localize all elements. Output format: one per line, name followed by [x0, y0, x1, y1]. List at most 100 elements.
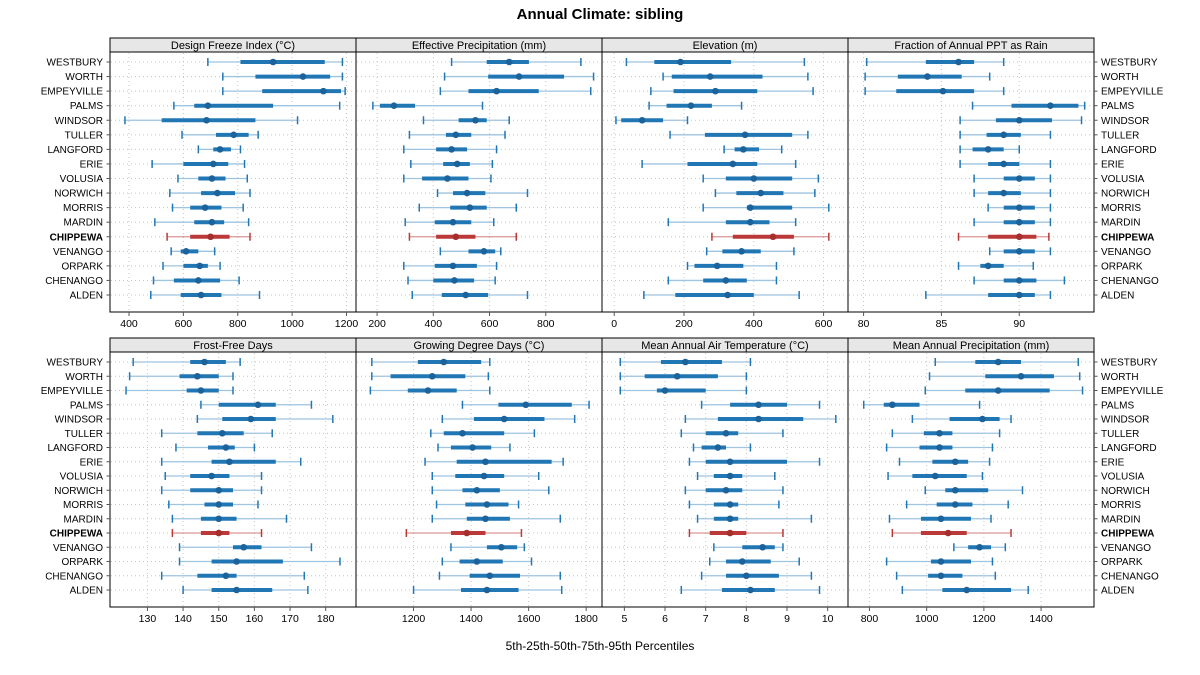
errorbar-CHENANGO [438, 571, 562, 580]
errorbar-WESTBURY [207, 58, 344, 66]
median-dot [931, 472, 939, 480]
errorbar-ORPARK [403, 261, 498, 270]
median-dot [233, 586, 240, 594]
errorbar-ALDEN [412, 586, 563, 594]
x-tick-label: 6 [662, 613, 668, 625]
errorbar-MORRIS [905, 500, 1009, 509]
errorbar-WINDSOR [441, 415, 576, 423]
errorbar-LANGFORD [403, 145, 498, 154]
errorbar-PALMS [200, 400, 313, 409]
site-label-left: ALDEN [70, 586, 103, 597]
median-dot [208, 472, 215, 480]
site-label-right: WESTBURY [1101, 358, 1158, 369]
median-dot [738, 558, 746, 565]
site-label-left: TULLER [65, 429, 103, 440]
panel-Frost-Free Days: Frost-Free Days 130 140 150 160 170 180 WESTBUR… [41, 337, 357, 625]
median-dot [195, 277, 202, 284]
errorbar-VOLUSIA [164, 472, 263, 480]
panel-border [355, 51, 603, 313]
errorbar-VOLUSIA [431, 472, 540, 480]
figure-title: Annual Climate: sibling [516, 6, 684, 23]
site-label-left: NORWICH [54, 189, 103, 200]
median-dot [240, 543, 247, 551]
site-label-right: CHENANGO [1101, 571, 1159, 582]
x-tick-label: 160 [246, 613, 264, 625]
median-dot [216, 146, 224, 153]
median-dot [214, 189, 221, 197]
site-label-left: LANGFORD [47, 145, 103, 156]
site-label-left: ERIE [80, 457, 104, 468]
site-label-left: PALMS [70, 101, 103, 112]
errorbar-MORRIS [987, 203, 1052, 212]
errorbar-NORWICH [973, 189, 1052, 198]
median-dot [201, 204, 209, 211]
panel-border [109, 51, 357, 313]
site-label-left: WORTH [65, 372, 103, 383]
median-dot [994, 358, 1002, 366]
median-dot [482, 515, 489, 523]
site-label-left: EMPEYVILLE [41, 87, 104, 98]
errorbar-MARDIN [171, 514, 288, 523]
errorbar-ERIE [898, 457, 991, 466]
median-dot [207, 233, 214, 241]
x-tick-label: 600 [815, 318, 833, 330]
median-dot [712, 87, 719, 95]
errorbar-PALMS [971, 101, 1086, 110]
median-dot [483, 586, 491, 594]
errorbar-MARDIN [667, 218, 797, 227]
site-label-right: WORTH [1101, 372, 1139, 383]
median-dot [944, 529, 952, 537]
site-label-left: LANGFORD [47, 443, 103, 454]
panel-title: Growing Degree Days (°C) [414, 340, 545, 352]
errorbar-NORWICH [431, 486, 550, 495]
site-label-left: MORRIS [63, 500, 103, 511]
site-label-right: ALDEN [1101, 291, 1134, 302]
errorbar-ALDEN [925, 291, 1052, 299]
x-tick-label: 180 [317, 613, 335, 625]
x-tick-label: 8 [743, 613, 749, 625]
median-dot [497, 543, 505, 551]
site-label-right: EMPEYVILLE [1101, 87, 1164, 98]
median-dot [1015, 277, 1023, 284]
median-dot [486, 572, 494, 580]
median-dot [269, 58, 277, 66]
median-dot [759, 543, 766, 551]
errorbar-ORPARK [709, 557, 800, 566]
median-dot [215, 486, 223, 494]
median-dot [463, 529, 471, 537]
x-tick-label: 85 [936, 318, 948, 330]
site-label-left: ORPARK [62, 557, 104, 568]
median-dot [951, 501, 959, 508]
errorbar-EMPEYVILLE [650, 87, 814, 96]
errorbar-ALDEN [182, 586, 309, 594]
errorbar-MORRIS [418, 203, 518, 212]
x-tick-label: 150 [210, 613, 228, 625]
x-tick-label: 80 [858, 318, 870, 330]
errorbar-CHIPPEWA [408, 232, 518, 241]
errorbar-ERIE [424, 457, 564, 466]
x-tick-label: 140 [174, 613, 192, 625]
panel-title: Frost-Free Days [193, 340, 273, 352]
errorbar-MORRIS [688, 500, 780, 509]
panel-Mean Annual Precipitation (mm): Mean Annual Precipitation (mm) 800 1000 120… [847, 337, 1164, 625]
site-label-right: MORRIS [1101, 500, 1141, 511]
errorbar-ERIE [151, 159, 246, 168]
errorbar-MORRIS [702, 203, 830, 212]
errorbar-VENANGO [713, 543, 784, 552]
errorbar-PALMS [173, 101, 341, 110]
errorbar-ERIE [410, 159, 494, 168]
panel-Effective Precipitation (mm): Effective Precipitation (mm) 200 400 600 800 [355, 37, 603, 330]
site-label-left: WINDSOR [55, 116, 103, 127]
x-tick-label: 7 [703, 613, 709, 625]
errorbar-ALDEN [150, 291, 261, 299]
median-dot [729, 160, 737, 168]
median-dot [677, 58, 684, 66]
median-dot [939, 87, 947, 95]
median-dot [1047, 102, 1054, 109]
errorbar-ORPARK [162, 261, 221, 270]
median-dot [750, 175, 758, 182]
x-tick-label: 400 [425, 318, 443, 330]
errorbar-CHENANGO [973, 276, 1066, 285]
site-label-right: LANGFORD [1101, 443, 1157, 454]
errorbar-CHIPPEWA [957, 232, 1050, 241]
